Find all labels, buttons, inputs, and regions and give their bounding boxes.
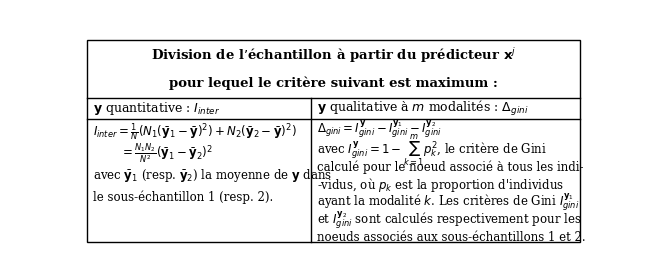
Text: $\mathbf{y}$ quantitative : $I_{inter}$: $\mathbf{y}$ quantitative : $I_{inter}$ — [94, 100, 221, 117]
Text: calculé pour le noeud associé à tous les indi-: calculé pour le noeud associé à tous les… — [317, 161, 583, 174]
Text: $I_{inter} = \frac{1}{N}(N_1(\bar{\mathbf{y}}_1 - \bar{\mathbf{y}})^2) + N_2(\ba: $I_{inter} = \frac{1}{N}(N_1(\bar{\mathb… — [94, 122, 297, 143]
Text: $\mathbf{y}$ qualitative à $m$ modalités : $\Delta_{gini}$: $\mathbf{y}$ qualitative à $m$ modalités… — [317, 99, 529, 118]
Text: ayant la modalité $k$. Les critères de Gini $I^{\mathbf{y}_1}_{gini}$: ayant la modalité $k$. Les critères de G… — [317, 192, 579, 213]
Text: avec $\bar{\mathbf{y}}_1$ (resp. $\bar{\mathbf{y}}_2$) la moyenne de $\mathbf{y}: avec $\bar{\mathbf{y}}_1$ (resp. $\bar{\… — [94, 167, 333, 204]
Text: avec $I^{\mathbf{y}}_{gini} = 1 - \sum_{k=1}^{m} p_k^2$, le critère de Gini: avec $I^{\mathbf{y}}_{gini} = 1 - \sum_{… — [317, 132, 547, 168]
Text: $= \frac{N_1 N_2}{N^2}(\bar{\mathbf{y}}_1 - \bar{\mathbf{y}}_2)^2$: $= \frac{N_1 N_2}{N^2}(\bar{\mathbf{y}}_… — [120, 141, 213, 166]
Text: $\Delta_{gini} = I^{\mathbf{y}}_{gini} - I^{\mathbf{y}_1}_{gini} - I^{\mathbf{y}: $\Delta_{gini} = I^{\mathbf{y}}_{gini} -… — [317, 119, 442, 140]
Text: et $I^{\mathbf{y}_2}_{gini}$ sont calculés respectivement pour les: et $I^{\mathbf{y}_2}_{gini}$ sont calcul… — [317, 209, 581, 231]
Text: noeuds associés aux sous-échantillons 1 et 2.: noeuds associés aux sous-échantillons 1 … — [317, 231, 586, 244]
Text: Division de l’échantillon à partir du prédicteur $\mathbf{x}^j$: Division de l’échantillon à partir du pr… — [151, 46, 516, 65]
Text: -vidus, où $p_k$ est la proportion d'individus: -vidus, où $p_k$ est la proportion d'ind… — [317, 176, 564, 194]
Text: pour lequel le critère suivant est maximum :: pour lequel le critère suivant est maxim… — [169, 76, 498, 89]
